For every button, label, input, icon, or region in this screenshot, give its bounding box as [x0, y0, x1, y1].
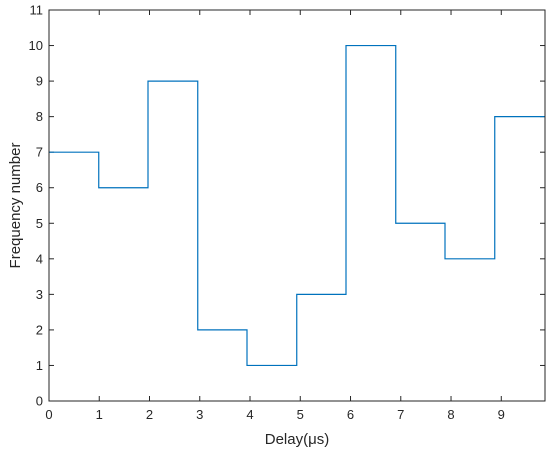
y-tick-label: 6	[36, 180, 43, 195]
y-tick-label: 2	[36, 322, 43, 337]
x-tick-label: 0	[45, 407, 52, 422]
x-tick-label: 2	[146, 407, 153, 422]
plot-frame	[48, 9, 546, 402]
x-tick-label: 5	[297, 407, 304, 422]
x-tick-label: 9	[498, 407, 505, 422]
series-line	[49, 44, 545, 367]
x-tick-label: 7	[397, 407, 404, 422]
y-tick-label: 7	[36, 145, 43, 160]
y-tick-label: 1	[36, 358, 43, 373]
x-tick-label: 1	[96, 407, 103, 422]
x-tick-label: 6	[347, 407, 354, 422]
y-tick-label: 3	[36, 287, 43, 302]
x-axis-label: Delay(μs)	[265, 431, 329, 448]
y-tick-label: 8	[36, 109, 43, 124]
y-tick-label: 10	[29, 38, 43, 53]
y-tick-label: 4	[36, 251, 43, 266]
x-tick-label: 4	[246, 407, 253, 422]
x-axis-ticks: 0 1 2 3 4 5 6 7 8 9	[45, 10, 505, 422]
y-tick-label: 0	[36, 394, 43, 409]
y-tick-label: 5	[36, 216, 43, 231]
y-axis-ticks: 0 1 2 3 4 5 6 7 8 9 10 11	[29, 3, 545, 409]
y-tick-label: 11	[30, 3, 44, 18]
y-tick-label: 9	[36, 74, 43, 89]
x-tick-label: 3	[196, 407, 203, 422]
x-tick-label: 8	[447, 407, 454, 422]
plot-series	[49, 44, 545, 367]
y-axis-label: Frequency number	[7, 143, 24, 269]
